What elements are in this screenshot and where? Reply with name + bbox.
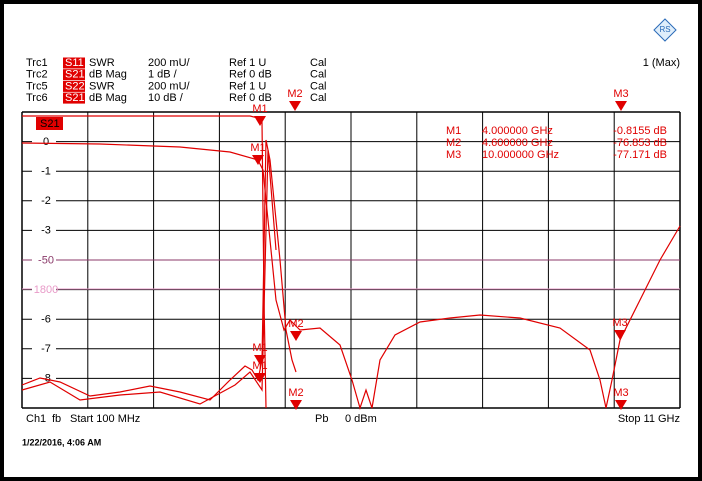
ref: Ref 0 dB [229, 92, 272, 104]
mode: fb [52, 413, 61, 425]
marker-label: M2 [288, 318, 303, 330]
marker-label: M1 [252, 103, 267, 115]
label-bg [32, 136, 56, 148]
label-bg [32, 224, 56, 237]
y-label: 0 [43, 136, 49, 148]
marker-table: M1 4.000000 GHz -0.8155 dB M2 4.600000 GHz -7… [446, 125, 667, 161]
format: dB Mag [89, 69, 127, 81]
y-label: -1 [41, 166, 51, 178]
timestamp: 1/22/2016, 4:06 AM [22, 437, 101, 447]
marker-label: M3 [612, 317, 627, 329]
logo: RS [653, 18, 677, 42]
label-bg [32, 254, 56, 267]
label-bg [32, 195, 56, 208]
y-label: 1800 [34, 284, 58, 296]
format: SWR [89, 57, 115, 69]
param: S11 [65, 57, 84, 69]
m-freq: 4.000000 GHz [482, 125, 553, 137]
m-value: -0.8155 dB [613, 125, 667, 137]
m-name: M3 [446, 149, 461, 161]
marker [615, 101, 627, 111]
param: S21 [65, 92, 85, 104]
format: SWR [89, 80, 115, 92]
trace-name: Trc1 [26, 57, 48, 69]
scale: 10 dB / [148, 92, 184, 104]
trace [21, 139, 297, 401]
ref: Ref 1 U [229, 57, 266, 69]
marker-label: M3 [613, 387, 628, 399]
trace-header: Trc1 S11 SWR 200 mU/Ref 1 U Cal Trc2 S21 dB Mag… [26, 57, 327, 104]
ref: Ref 1 U [229, 80, 266, 92]
y-label: -7 [41, 343, 51, 355]
trace [21, 142, 681, 411]
trace-name: Trc6 [26, 92, 48, 104]
y-label: -6 [41, 314, 51, 326]
marker [615, 400, 627, 410]
y-label: -3 [41, 225, 51, 237]
traces [21, 115, 681, 411]
marker [254, 373, 266, 383]
marker-label: M1 [252, 342, 267, 354]
label-bg [32, 284, 56, 296]
marker-label: M3 [613, 88, 628, 100]
scale: 200 mU/ [148, 57, 191, 69]
marker-label: M1 [250, 142, 265, 154]
param: S21 [65, 69, 85, 81]
marker-label: M2 [287, 88, 302, 100]
param-box [63, 92, 85, 104]
label-bg [32, 313, 56, 326]
channel: Ch1 [26, 413, 46, 425]
scale: 1 dB / [148, 69, 178, 81]
marker [254, 355, 266, 365]
svg-text:RS: RS [659, 25, 670, 34]
power: 0 dBm [345, 413, 377, 425]
stop: Stop 11 GHz [618, 413, 680, 425]
label-bg [32, 343, 56, 356]
power-label: Pb [315, 413, 328, 425]
marker [252, 155, 264, 165]
marker [254, 116, 266, 126]
m-value: -76.853 dB [613, 137, 667, 149]
trace-name: Trc2 [26, 69, 48, 81]
active-trace: S21 [40, 118, 60, 130]
cal: Cal [310, 80, 327, 92]
trace-name: Trc5 [26, 80, 48, 92]
label-bg [32, 165, 56, 178]
start: Start 100 MHz [70, 413, 140, 425]
cal: Cal [310, 69, 327, 81]
param: S22 [65, 80, 85, 92]
m-value: -77.171 dB [613, 149, 667, 161]
m-name: M2 [446, 137, 461, 149]
active-trace-box [36, 117, 63, 130]
trace [21, 149, 277, 405]
m-freq: 4.600000 GHz [482, 137, 553, 149]
marker [290, 331, 302, 341]
max-label: 1 (Max) [643, 57, 680, 69]
cal: Cal [310, 92, 327, 104]
param-box [63, 80, 85, 92]
m-name: M1 [446, 125, 461, 137]
format: dB Mag [89, 92, 127, 104]
marker-label: M1 [252, 360, 267, 372]
marker [289, 101, 301, 111]
param-box [63, 57, 85, 69]
param-box [63, 69, 85, 81]
marker [290, 400, 302, 410]
scale: 200 mU/ [148, 80, 191, 92]
y-label: -50 [38, 254, 54, 266]
marker [614, 330, 626, 340]
m-freq: 10.000000 GHz [482, 149, 559, 161]
cal: Cal [310, 57, 327, 69]
ref: Ref 0 dB [229, 69, 272, 81]
y-label: -2 [41, 195, 51, 207]
marker-label: M2 [288, 387, 303, 399]
